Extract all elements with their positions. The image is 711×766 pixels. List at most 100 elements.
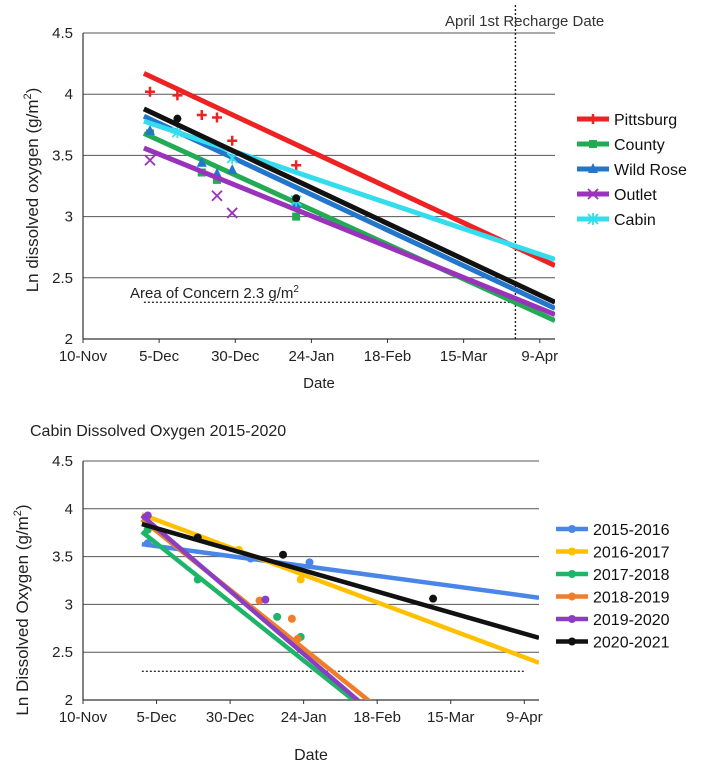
trend-line	[143, 118, 555, 262]
chart-1: 2 2.5 3 3.5 4 4.5 10-Nov 5-Dec 30-Dec 24-Jan 18-F…	[22, 5, 687, 392]
legend-label: 2018-2019	[593, 590, 670, 607]
data-point	[143, 539, 152, 548]
legend-marker	[568, 525, 576, 533]
trend-line	[140, 529, 357, 700]
legend-item: 2016-2017	[556, 545, 670, 562]
data-point	[227, 135, 238, 146]
data-point	[227, 164, 238, 175]
data-point	[261, 595, 270, 604]
chart-2: Cabin Dissolved Oxygen 2015-2020 2 2.5 3 3.…	[12, 423, 670, 764]
series-wild-rose	[142, 113, 555, 311]
data-point	[211, 112, 222, 123]
chart-2-x-ticks: 10-Nov 5-Dec 30-Dec 24-Jan 18-Feb 15-Mar 9-Apr	[59, 700, 543, 726]
x-tick-label: 18-Feb	[353, 709, 401, 726]
x-tick-label: 24-Jan	[288, 348, 334, 365]
legend-label: 2016-2017	[593, 545, 670, 562]
chart-1-x-ticks: 10-Nov 5-Dec 30-Dec 24-Jan 18-Feb 15-Mar 9-Apr	[59, 339, 558, 365]
y-tick-label: 4	[65, 501, 73, 518]
y-tick-label: 3	[65, 596, 73, 613]
chart-1-y-ticks: 2 2.5 3 3.5 4 4.5	[52, 25, 73, 348]
trend-line	[141, 541, 539, 600]
trend-line	[140, 513, 361, 700]
chart-2-y-label: Ln Dissolved Oxygen (g/m2)	[12, 504, 32, 715]
legend-label: 2017-2018	[593, 567, 670, 584]
x-tick-label: 9-Apr	[506, 709, 543, 726]
y-tick-label: 3.5	[52, 549, 73, 566]
x-tick-label: 15-Mar	[440, 348, 488, 365]
trend-line	[142, 113, 555, 311]
x-tick-label: 24-Jan	[281, 709, 327, 726]
chart-1-recharge-label: April 1st Recharge Date	[445, 13, 604, 30]
series-outlet	[142, 145, 555, 317]
legend-item: County	[577, 137, 665, 154]
trend-line	[142, 145, 555, 317]
data-point	[255, 596, 264, 605]
y-tick-label: 3.5	[52, 147, 73, 164]
chart-1-reference-lines	[143, 5, 517, 339]
chart-1-x-label: Date	[303, 375, 335, 392]
series-unlabeled	[142, 106, 555, 305]
legend-item: Wild Rose	[577, 162, 687, 179]
legend-item: 2017-2018	[556, 567, 670, 584]
series-pittsburg	[142, 71, 555, 268]
chart-1-legend: Pittsburg County Wild Rose Outlet Cabin	[577, 112, 687, 229]
data-point	[211, 190, 223, 202]
y-tick-label: 4.5	[52, 453, 73, 470]
data-point	[292, 212, 301, 221]
chart-2-series	[140, 511, 539, 700]
legend-label: Cabin	[614, 212, 656, 229]
series-2015-2016	[141, 539, 539, 600]
chart-1-y-label: Ln dissolved oxygen (g/m2)	[22, 88, 42, 293]
legend-item: 2018-2019	[556, 590, 670, 607]
legend-label: 2020-2021	[593, 635, 670, 652]
data-point	[273, 612, 282, 621]
legend-label: Outlet	[614, 187, 657, 204]
legend-marker	[568, 570, 576, 578]
chart-2-legend: 2015-2016 2016-2017 2017-2018 2018-2019 2019…	[556, 522, 670, 652]
legend-marker	[589, 140, 597, 148]
data-point	[196, 156, 207, 167]
data-point	[293, 634, 302, 643]
series-2017-2018	[140, 525, 357, 700]
data-point	[296, 575, 305, 584]
data-point	[287, 614, 296, 623]
legend-label: 2019-2020	[593, 612, 670, 629]
legend-marker	[568, 615, 576, 623]
legend-item: Outlet	[577, 187, 657, 204]
x-tick-label: 10-Nov	[59, 348, 108, 365]
data-point	[291, 160, 302, 171]
legend-marker	[568, 547, 576, 556]
x-tick-label: 18-Feb	[364, 348, 412, 365]
data-point	[279, 550, 288, 559]
series-2020-2021	[141, 521, 539, 641]
legend-label: County	[614, 137, 665, 154]
chart-1-series	[142, 71, 555, 323]
y-tick-label: 2.5	[52, 644, 73, 661]
x-tick-label: 30-Dec	[206, 709, 255, 726]
data-point	[172, 90, 183, 101]
legend-item: Cabin	[577, 212, 656, 229]
legend-item: Pittsburg	[577, 112, 677, 129]
legend-marker	[588, 163, 598, 173]
data-point	[193, 575, 202, 584]
legend-marker	[568, 637, 576, 646]
chart-1-concern-label: Area of Concern 2.3 g/m2	[130, 284, 299, 302]
legend-marker	[587, 188, 599, 200]
y-tick-label: 3	[65, 209, 73, 226]
series-cabin	[143, 118, 555, 262]
data-point	[305, 558, 314, 567]
legend-label: Wild Rose	[614, 162, 687, 179]
y-tick-label: 2.5	[52, 270, 73, 287]
x-tick-label: 10-Nov	[59, 709, 108, 726]
data-point	[429, 594, 438, 603]
legend-label: 2015-2016	[593, 522, 670, 539]
x-tick-label: 5-Dec	[137, 709, 178, 726]
y-tick-label: 2	[65, 331, 73, 348]
y-tick-label: 4.5	[52, 25, 73, 42]
chart-2-y-ticks: 2 2.5 3 3.5 4 4.5	[52, 453, 73, 709]
y-tick-label: 4	[65, 86, 73, 103]
legend-item: 2020-2021	[556, 635, 670, 652]
data-point	[144, 154, 156, 166]
legend-item: 2015-2016	[556, 522, 670, 539]
